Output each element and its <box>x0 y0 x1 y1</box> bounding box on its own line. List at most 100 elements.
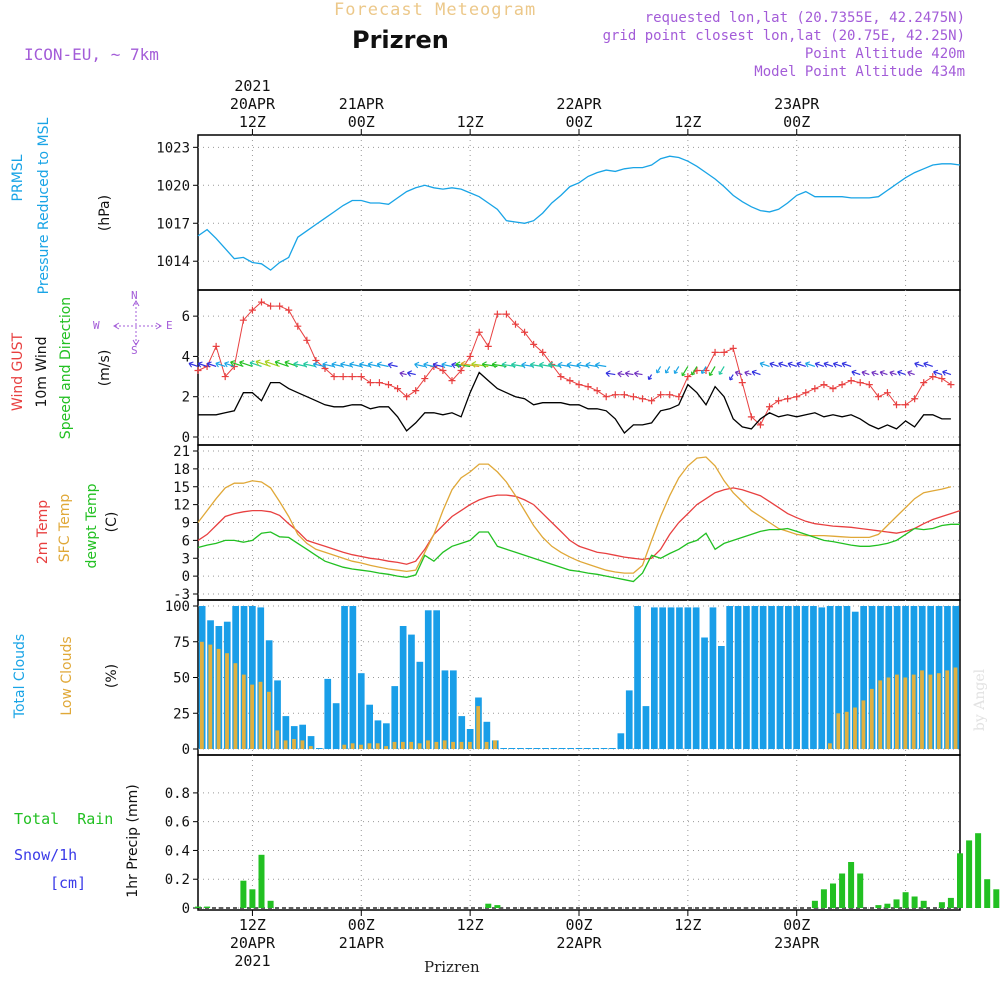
wind-direction-arrowhead <box>188 361 194 368</box>
wind-gust-marker <box>602 393 610 401</box>
low-clouds-bar <box>468 741 472 749</box>
wind-gust-marker <box>620 391 628 399</box>
rain-bar <box>911 896 918 908</box>
wind-direction-arrow <box>933 371 943 376</box>
bottom-time-label: 00Z <box>783 916 810 934</box>
wind-direction-arrow <box>215 362 226 368</box>
low-clouds-bar <box>442 740 447 749</box>
wind-gust-marker <box>394 385 402 393</box>
wind-gust-marker <box>629 393 637 401</box>
top-time-label: 12Z <box>457 113 484 131</box>
wind-direction-arrowhead <box>851 369 857 376</box>
total-clouds-bar <box>592 748 600 749</box>
wind-direction-arrowhead <box>197 361 203 368</box>
total-clouds-bar <box>835 606 842 749</box>
wind-direction-arrow <box>359 363 371 368</box>
wind-direction-arrowhead <box>751 369 757 376</box>
wind-direction-arrow <box>787 362 797 368</box>
total-clouds-bar <box>692 607 700 749</box>
total-clouds-bar <box>399 626 407 749</box>
low-clouds-bar <box>375 743 380 749</box>
compass-west: W <box>93 319 100 332</box>
wind-gust-marker <box>339 373 347 381</box>
total-clouds-bar <box>299 724 306 749</box>
wind-direction-arrowhead <box>230 360 236 367</box>
wind-gust-marker <box>738 379 746 387</box>
total-clouds-bar <box>810 606 817 749</box>
wind-ytick-label: 0 <box>182 430 190 446</box>
wind-direction-arrow <box>322 363 335 368</box>
wind-direction-arrowhead <box>367 361 373 368</box>
temperature-ytick-label: 12 <box>173 498 190 514</box>
compass-south: S <box>131 344 138 357</box>
wind-direction-arrow <box>349 363 362 368</box>
wind-direction-arrowhead <box>897 369 903 376</box>
precip-ytick-label: 0.8 <box>165 786 190 802</box>
total-clouds-bar <box>525 748 533 749</box>
wind-gust-marker <box>221 373 229 381</box>
low-clouds-bar <box>484 741 489 749</box>
total-clouds-bar <box>877 606 884 749</box>
chart-title: Prizren <box>352 26 449 54</box>
low-clouds-bar <box>233 663 238 749</box>
grid-coords: grid point closest lon,lat (20.75E, 42.2… <box>602 28 965 44</box>
wind-gust-marker <box>366 379 374 387</box>
wind-direction-arrowhead <box>255 359 261 366</box>
wind-direction-arrow <box>566 363 580 368</box>
wind-direction-arrow <box>249 361 262 368</box>
wind-gust-marker <box>829 385 837 393</box>
wind-direction-arrowhead <box>841 361 847 368</box>
wind-direction-arrow <box>197 362 208 368</box>
bottom-time-label: 20APR <box>230 934 276 952</box>
wind-direction-arrowhead <box>889 370 895 377</box>
total-clouds-bar <box>383 723 390 749</box>
total-clouds-bar <box>290 726 298 749</box>
wind-gust-marker <box>802 389 810 397</box>
footer-location: Prizren <box>424 958 480 976</box>
wind-gust-marker <box>239 316 247 324</box>
wind-gust-marker <box>375 379 383 387</box>
wind-direction-arrowhead <box>303 361 309 368</box>
wind-direction-arrowhead <box>691 371 696 376</box>
top-time-label: 22APR <box>556 95 602 113</box>
low-clouds-bar <box>225 653 229 749</box>
clouds-ytick-label: 100 <box>165 599 190 615</box>
wind-direction-arrowhead <box>907 370 913 377</box>
rain-bar <box>984 879 991 908</box>
wind-direction-arrowhead <box>539 361 544 369</box>
total-clouds-bar <box>433 610 440 749</box>
wind-gust-marker <box>466 352 474 360</box>
wind-direction-arrow <box>665 366 671 374</box>
wind-direction-arrowhead <box>432 361 438 369</box>
top-time-label: 12Z <box>239 113 266 131</box>
wind-direction-arrow <box>399 372 407 376</box>
low-clouds-bar <box>459 741 464 749</box>
rain-bar <box>204 906 211 908</box>
low-clouds-bar <box>878 680 883 749</box>
wind-direction-arrowhead <box>399 370 405 378</box>
bottom-time-label: 21APR <box>339 934 385 952</box>
wind-direction-arrow <box>841 362 852 368</box>
bottom-time-label: 12Z <box>457 916 484 934</box>
total-clouds-bar <box>667 607 675 749</box>
wind-direction-arrowhead <box>521 361 527 369</box>
low-clouds-bar <box>953 667 958 749</box>
clouds-ytick-label: 0 <box>182 742 190 758</box>
total-clouds-bar <box>341 606 348 749</box>
precip-ytick-label: 0.2 <box>165 872 190 888</box>
wind-direction-arrow <box>576 364 589 368</box>
wind-direction-arrowhead <box>264 359 270 366</box>
wind-direction-arrow <box>331 363 344 368</box>
wind-direction-arrowhead <box>239 360 245 367</box>
total-clouds-bar <box>249 606 256 749</box>
clouds-ytick-label: 25 <box>173 706 190 722</box>
wind-direction-arrowhead <box>633 370 639 378</box>
pressure-ytick-label: 1023 <box>156 140 190 156</box>
wind-direction-arrowhead <box>491 361 497 369</box>
wind-ytick-label: 4 <box>182 349 190 365</box>
wind-direction-arrowhead <box>655 369 661 374</box>
low-clouds-bar <box>903 677 908 749</box>
wind-10m-line <box>198 371 951 434</box>
wind-direction-arrow <box>879 371 888 376</box>
wind-gust-marker <box>639 395 646 403</box>
